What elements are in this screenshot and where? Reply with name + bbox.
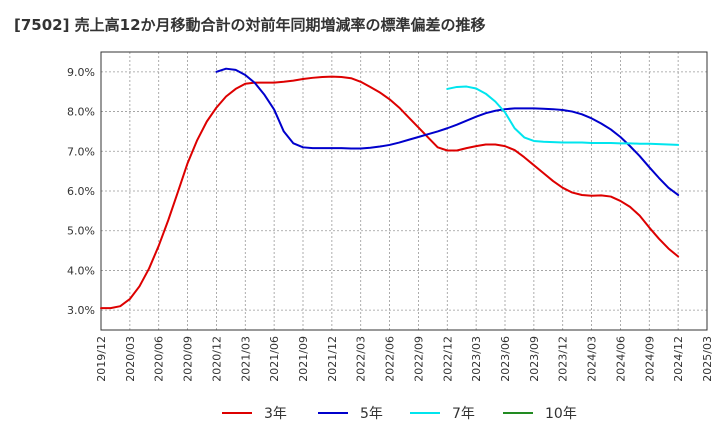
legend-item-3: 10年 — [503, 406, 577, 422]
legend-label: 10年 — [545, 406, 577, 422]
x-tick-label: 2021/03 — [239, 336, 252, 382]
series-line-0 — [100, 75, 680, 310]
legend-label: 3年 — [264, 406, 287, 422]
series-layer — [100, 67, 680, 310]
y-tick-label: 4.0% — [67, 264, 95, 277]
y-tick-label: 6.0% — [67, 185, 95, 198]
legend-label: 5年 — [360, 406, 383, 422]
x-tick-label: 2024/06 — [614, 336, 627, 382]
y-axis-ticks: 3.0% 4.0% 5.0% 6.0% 7.0% 8.0% 9.0% — [67, 66, 95, 317]
x-tick-label: 2020/03 — [124, 336, 137, 382]
x-tick-label: 2020/06 — [153, 336, 166, 382]
x-tick-label: 2024/12 — [672, 336, 685, 382]
legend-label: 7年 — [452, 406, 475, 422]
x-tick-label: 2020/12 — [210, 336, 223, 382]
y-tick-label: 9.0% — [67, 66, 95, 79]
x-tick-label: 2023/12 — [557, 336, 570, 382]
x-tick-label: 2023/09 — [528, 336, 541, 382]
x-tick-label: 2022/09 — [412, 336, 425, 382]
x-tick-label: 2024/09 — [643, 336, 656, 382]
y-tick-label: 7.0% — [67, 145, 95, 158]
legend-item-2: 7年 — [410, 406, 475, 422]
plot-frame — [100, 51, 708, 331]
legend-item-1: 5年 — [318, 406, 383, 422]
x-axis-ticks: 2019/12 2020/03 2020/06 2020/09 2020/12 2021/… — [95, 336, 714, 382]
x-tick-label: 2021/06 — [268, 336, 281, 382]
x-tick-label: 2023/06 — [499, 336, 512, 382]
x-tick-label: 2019/12 — [95, 336, 108, 382]
x-tick-label: 2024/03 — [586, 336, 599, 382]
x-tick-label: 2021/12 — [326, 336, 339, 382]
x-tick-label: 2022/12 — [441, 336, 454, 382]
x-tick-label: 2022/06 — [384, 336, 397, 382]
x-tick-label: 2023/03 — [470, 336, 483, 382]
x-tick-label: 2020/09 — [182, 336, 195, 382]
x-tick-label: 2025/03 — [701, 336, 714, 382]
y-tick-label: 8.0% — [67, 106, 95, 119]
legend: 3年 5年 7年 10年 — [222, 406, 577, 422]
series-line-2 — [446, 85, 680, 146]
series-line-1 — [215, 67, 680, 196]
legend-item-0: 3年 — [222, 406, 287, 422]
y-tick-label: 5.0% — [67, 225, 95, 238]
chart-title: [7502] 売上高12か月移動合計の対前年同期増減率の標準偏差の推移 — [14, 16, 486, 34]
y-tick-label: 3.0% — [67, 304, 95, 317]
grid-layer — [101, 52, 707, 330]
x-tick-label: 2021/09 — [297, 336, 310, 382]
x-tick-label: 2022/03 — [355, 336, 368, 382]
